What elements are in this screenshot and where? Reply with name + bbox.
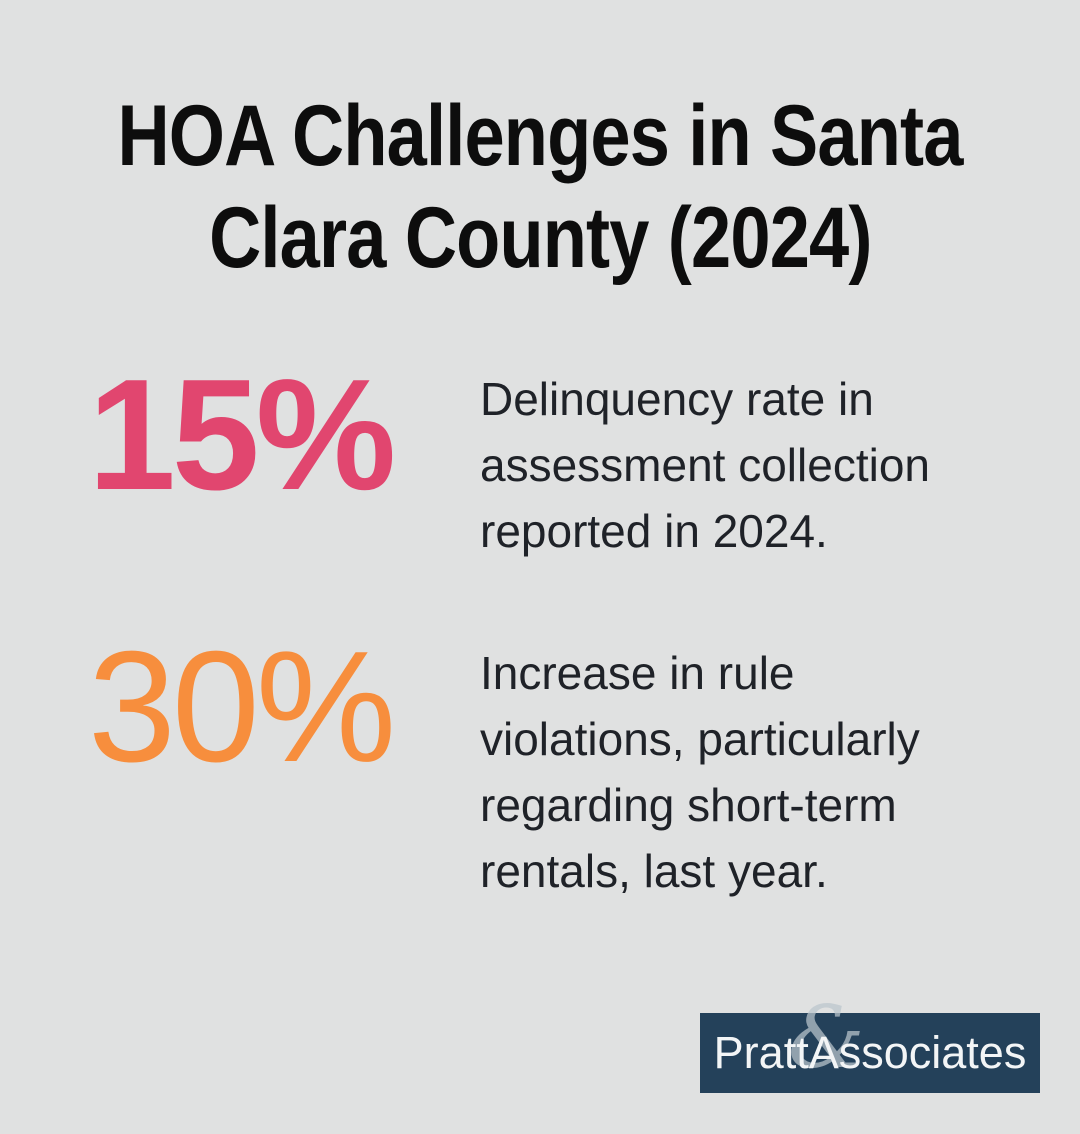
stat-description-line: violations, particularly (480, 713, 920, 765)
title-line-1: HOA Challenges in Santa (117, 88, 963, 184)
stat-description-line: regarding short-term (480, 779, 897, 831)
stat-description-line: assessment collection (480, 439, 930, 491)
stat-description-line: reported in 2024. (480, 505, 828, 557)
logo-text-pratt: Pratt (713, 1027, 809, 1078)
logo-text-associates: Associates (808, 1027, 1027, 1078)
ampersand-flourish-icon: & (788, 988, 865, 1088)
pratt-associates-logo: & Pratt Associates (700, 995, 1040, 1093)
stat-description-rule-violations: Increase in rule violations, particularl… (480, 640, 1000, 904)
page-title: HOA Challenges in Santa Clara County (20… (0, 85, 1080, 289)
stat-value-delinquency: 15% (88, 347, 396, 523)
stat-value-rule-violations: 30% (88, 619, 396, 795)
title-line-2: Clara County (2024) (208, 190, 872, 286)
stat-description-line: Delinquency rate in (480, 373, 874, 425)
stat-description-delinquency: Delinquency rate in assessment collectio… (480, 366, 1000, 564)
stat-description-line: Increase in rule (480, 647, 795, 699)
stat-description-line: rentals, last year. (480, 845, 828, 897)
